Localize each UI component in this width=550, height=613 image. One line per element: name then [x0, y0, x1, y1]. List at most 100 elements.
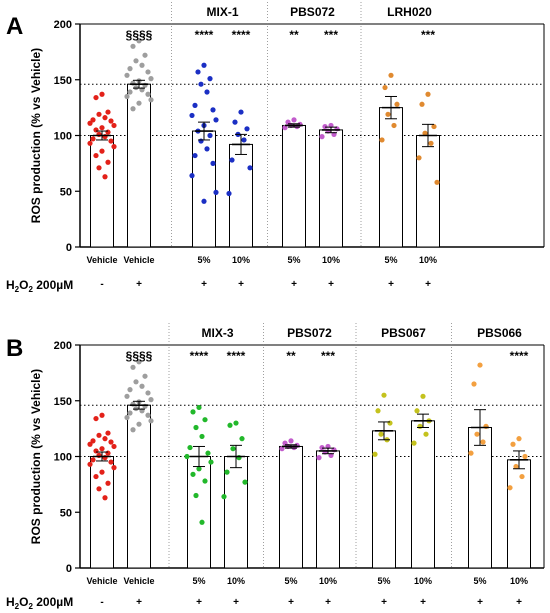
data-point — [139, 62, 145, 68]
x-tick-label: 5% — [197, 255, 210, 265]
treatment-sign: + — [196, 597, 202, 608]
data-point — [108, 118, 114, 124]
data-point — [477, 362, 483, 368]
data-point — [379, 137, 385, 143]
treatment-label-sub: 2 — [15, 285, 20, 294]
x-tick-label: 5% — [473, 576, 486, 586]
data-point — [87, 140, 93, 146]
data-point — [108, 138, 114, 144]
treatment-label-sub: 2 — [28, 285, 33, 294]
x-tick-label: 10% — [510, 576, 528, 586]
data-point — [241, 137, 247, 143]
data-point — [414, 408, 420, 414]
treatment-sign: + — [136, 279, 142, 290]
data-point — [136, 421, 142, 427]
data-point — [378, 431, 384, 437]
data-point — [387, 420, 393, 426]
x-tick-label: 10% — [319, 576, 337, 586]
data-point — [190, 409, 196, 415]
bar — [416, 135, 440, 248]
treatment-label-o: O — [19, 595, 28, 609]
data-point — [99, 91, 105, 97]
data-point — [196, 404, 202, 411]
data-point — [239, 436, 245, 442]
treatment-sign: + — [325, 597, 331, 608]
data-point — [423, 431, 429, 437]
data-point — [148, 397, 154, 403]
group-label: PBS067 — [381, 326, 426, 340]
data-point — [102, 174, 108, 180]
data-point — [411, 440, 417, 446]
data-point — [205, 450, 211, 456]
group-label: PBS072 — [290, 5, 335, 19]
data-point — [210, 107, 216, 113]
data-point — [198, 138, 204, 144]
group-label: MIX-3 — [201, 326, 233, 340]
data-point — [319, 444, 325, 451]
bar — [282, 124, 306, 248]
data-point — [102, 115, 108, 121]
data-point — [190, 471, 196, 477]
data-point — [244, 126, 250, 132]
treatment-row-label: H2O2 200µM — [6, 278, 73, 294]
data-point — [145, 91, 151, 97]
y-tick-label: 0 — [66, 563, 72, 575]
data-point — [145, 412, 151, 418]
data-point — [208, 459, 214, 465]
significance-label: ** — [286, 349, 296, 363]
y-tick-label: 0 — [66, 242, 72, 254]
data-point — [207, 76, 213, 82]
bar — [316, 450, 340, 569]
significance-label: *** — [321, 349, 335, 363]
data-point — [425, 91, 431, 97]
data-point — [372, 451, 378, 457]
treatment-label-sub: 2 — [15, 602, 20, 611]
treatment-sign: + — [420, 597, 426, 608]
data-point — [93, 415, 99, 422]
x-tick-label: Vehicle — [123, 255, 154, 265]
data-point — [513, 463, 519, 470]
data-point — [142, 373, 148, 379]
x-tick-label: 5% — [384, 255, 397, 265]
data-point — [133, 58, 139, 64]
data-point — [99, 412, 105, 418]
data-point — [105, 450, 111, 456]
data-point — [90, 438, 96, 444]
data-point — [130, 364, 136, 370]
data-point — [291, 117, 297, 123]
data-point — [87, 441, 93, 447]
significance-label: **** — [232, 28, 251, 42]
y-axis-label: ROS production (% vs Vehicle) — [29, 48, 43, 223]
bar — [192, 130, 216, 248]
data-point — [130, 106, 136, 112]
chart-panel-a: A ROS production (% vs Vehicle) 0 50 100 150 2… — [6, 2, 545, 294]
data-point — [382, 84, 388, 91]
bar — [279, 445, 303, 569]
data-point — [282, 125, 288, 131]
data-point — [108, 459, 114, 465]
data-point — [422, 130, 428, 136]
data-point — [111, 144, 117, 150]
data-point — [204, 89, 210, 95]
data-point — [381, 392, 387, 398]
x-tick-label: 5% — [192, 576, 205, 586]
data-point — [516, 436, 522, 442]
data-point — [519, 473, 525, 480]
data-point — [148, 418, 154, 424]
x-tick-label: 10% — [419, 255, 437, 265]
data-point — [419, 101, 425, 107]
chart-panel-b: B ROS production (% vs Vehicle) 0 50 100 150 2… — [6, 323, 545, 611]
data-point — [96, 111, 102, 117]
significance-label: ** — [289, 28, 299, 42]
data-point — [195, 69, 201, 75]
treatment-sign: + — [136, 597, 142, 608]
data-point — [133, 379, 139, 385]
data-point — [224, 469, 230, 475]
treatment-sign: + — [388, 279, 394, 290]
data-point — [434, 179, 440, 185]
data-point — [111, 122, 117, 129]
panel-letter: A — [6, 13, 23, 40]
data-point — [127, 387, 133, 393]
data-point — [201, 62, 207, 68]
data-point — [93, 448, 99, 454]
